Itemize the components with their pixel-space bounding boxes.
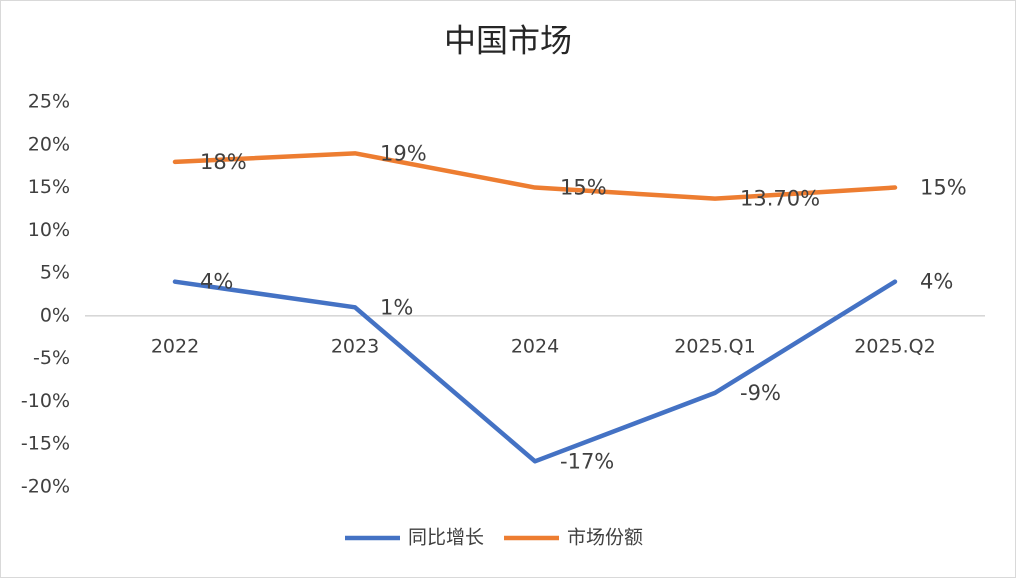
legend-label: 同比增长 [408,527,484,549]
data-label: -17% [560,449,614,473]
x-tick-label: 2025.Q2 [854,335,935,357]
y-tick-label: -15% [21,433,70,455]
x-tick-label: 2024 [511,335,559,357]
y-tick-label: -5% [33,347,70,369]
y-tick-label: 15% [28,176,70,198]
y-tick-label: 10% [28,219,70,241]
chart-title: 中国市场 [444,22,572,60]
y-tick-label: 20% [28,133,70,155]
data-label: 15% [560,176,607,200]
data-label: 18% [200,150,247,174]
data-label: 4% [920,270,953,294]
x-tick-label: 2023 [331,335,379,357]
y-tick-label: 25% [28,91,70,113]
x-tick-label: 2025.Q1 [674,335,755,357]
data-label: 13.70% [740,187,820,211]
y-tick-label: 5% [40,262,70,284]
data-label: 19% [380,141,427,165]
series-line [172,151,898,201]
data-label: 4% [200,270,233,294]
legend-label: 市场份额 [567,527,643,549]
y-tick-label: 0% [40,304,70,326]
y-tick-label: -20% [21,476,70,498]
data-label: 1% [380,295,413,319]
y-tick-label: -10% [21,390,70,412]
data-label: -9% [740,381,781,405]
series-line [172,279,898,464]
x-tick-label: 2022 [151,335,199,357]
data-label: 15% [920,176,967,200]
